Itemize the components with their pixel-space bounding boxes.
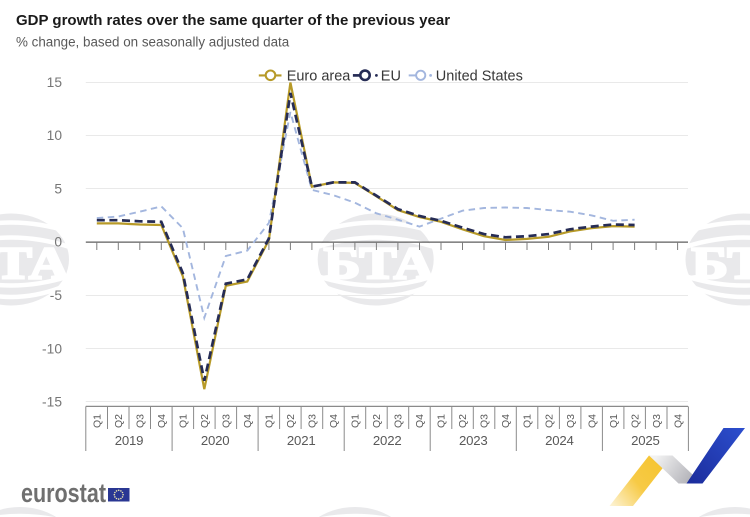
svg-text:0: 0 [54, 235, 62, 250]
svg-text:2020: 2020 [201, 433, 230, 448]
svg-text:Q4: Q4 [414, 414, 426, 428]
svg-text:eurostat: eurostat [21, 478, 106, 508]
svg-text:10: 10 [47, 128, 63, 143]
svg-text:2024: 2024 [545, 433, 574, 448]
svg-text:2022: 2022 [373, 433, 402, 448]
svg-text:Q4: Q4 [586, 414, 598, 428]
svg-text:GDP growth rates over the same: GDP growth rates over the same quarter o… [16, 12, 450, 29]
svg-text:Q1: Q1 [264, 414, 276, 428]
svg-text:United States: United States [436, 68, 523, 84]
svg-text:Euro area: Euro area [287, 68, 352, 84]
svg-text:Q3: Q3 [565, 414, 577, 428]
svg-text:Q2: Q2 [285, 414, 297, 428]
svg-text:2019: 2019 [115, 433, 144, 448]
svg-text:Q3: Q3 [135, 414, 147, 428]
svg-text:5: 5 [54, 181, 62, 196]
svg-text:Q3: Q3 [307, 414, 319, 428]
svg-text:Q2: Q2 [199, 414, 211, 428]
svg-text:Q1: Q1 [436, 414, 448, 428]
svg-text:Q1: Q1 [608, 414, 620, 428]
svg-text:Q4: Q4 [242, 414, 254, 428]
svg-text:Q3: Q3 [479, 414, 491, 428]
svg-text:Q3: Q3 [221, 414, 233, 428]
svg-text:2023: 2023 [459, 433, 488, 448]
svg-text:Q1: Q1 [92, 414, 104, 428]
svg-text:Q4: Q4 [672, 414, 684, 428]
svg-text:Q1: Q1 [522, 414, 534, 428]
svg-text:2021: 2021 [287, 433, 316, 448]
svg-text:Q2: Q2 [457, 414, 469, 428]
svg-text:Q2: Q2 [543, 414, 555, 428]
svg-text:Q1: Q1 [350, 414, 362, 428]
svg-text:Q3: Q3 [393, 414, 405, 428]
svg-text:-10: -10 [42, 341, 62, 356]
svg-text:Q2: Q2 [629, 414, 641, 428]
svg-text:-5: -5 [50, 288, 63, 303]
svg-text:Q4: Q4 [500, 414, 512, 428]
svg-text:Q4: Q4 [156, 414, 168, 428]
svg-text:Q4: Q4 [328, 414, 340, 428]
svg-text:EU: EU [381, 68, 401, 84]
svg-text:% change, based on seasonally: % change, based on seasonally adjusted d… [16, 35, 290, 50]
svg-text:Q2: Q2 [371, 414, 383, 428]
svg-text:-15: -15 [42, 395, 62, 410]
svg-text:Q2: Q2 [113, 414, 125, 428]
svg-text:Q3: Q3 [651, 414, 663, 428]
svg-text:Q1: Q1 [178, 414, 190, 428]
svg-text:15: 15 [47, 75, 63, 90]
svg-text:2025: 2025 [631, 433, 660, 448]
